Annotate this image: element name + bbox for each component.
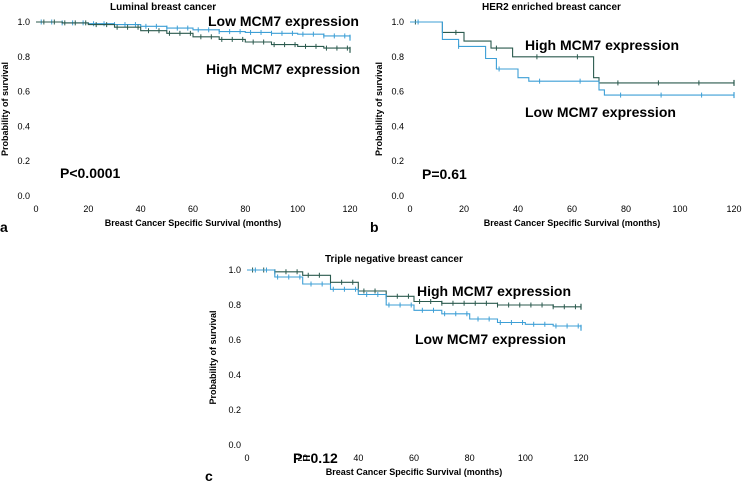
x-tick-label: 0: [407, 204, 412, 214]
y-tick-label: 0.0: [391, 191, 404, 201]
x-tick-label: 40: [136, 204, 146, 214]
series-line-high-mcm7-expression: [247, 269, 581, 308]
chart-title: Luminal breast cancer: [110, 2, 216, 13]
series-label: Low MCM7 expression: [415, 331, 566, 347]
y-tick-label: 0.8: [17, 52, 30, 62]
chart-panel-c: Triple negative breast cancer 0 20 40 60 80 10…: [205, 254, 589, 482]
y-axis-label: Probability of survival: [374, 62, 384, 156]
series-label: High MCM7 expression: [525, 37, 679, 53]
y-tick-label: 0.6: [391, 87, 404, 97]
y-axis-label: Probability of survival: [208, 310, 218, 404]
chart-title: Triple negative breast cancer: [325, 254, 463, 265]
x-tick-label: 0: [244, 453, 249, 463]
x-tick-label: 20: [298, 453, 308, 463]
x-tick-label: 0: [33, 204, 38, 214]
panel-letter: a: [0, 219, 8, 235]
x-tick-label: 20: [459, 204, 469, 214]
chart-title: HER2 enriched breast cancer: [482, 2, 621, 13]
y-tick-label: 1.0: [391, 17, 404, 27]
x-tick-label: 60: [188, 204, 198, 214]
y-tick-label: 0.8: [391, 52, 404, 62]
series-label: Low MCM7 expression: [525, 104, 676, 120]
series-label: High MCM7 expression: [417, 283, 571, 299]
x-tick-label: 120: [573, 453, 588, 463]
x-tick-label: 80: [240, 204, 250, 214]
series-label: Low MCM7 expression: [208, 13, 359, 29]
x-axis-label: Breast Cancer Specific Survival (months): [484, 218, 661, 228]
x-tick-label: 40: [513, 204, 523, 214]
panel-letter: c: [205, 468, 213, 482]
p-value: P=0.61: [422, 166, 467, 182]
y-tick-label: 1.0: [228, 265, 241, 275]
y-tick-label: 0.2: [391, 156, 404, 166]
x-tick-label: 120: [342, 204, 357, 214]
y-tick-label: 0.0: [228, 440, 241, 450]
p-value: P=0.12: [293, 450, 338, 466]
y-tick-label: 0.8: [228, 300, 241, 310]
y-tick-label: 0.0: [17, 191, 30, 201]
x-tick-label: 120: [726, 204, 741, 214]
y-tick-label: 0.6: [17, 87, 30, 97]
series-label: High MCM7 expression: [206, 61, 360, 77]
chart-panel-b: HER2 enriched breast cancer 0 20 40 60 80 100 1…: [370, 2, 742, 235]
x-tick-label: 20: [83, 204, 93, 214]
series-line-low-mcm7-expression: [247, 269, 582, 328]
y-tick-label: 0.4: [228, 370, 241, 380]
x-tick-label: 100: [672, 204, 687, 214]
x-tick-label: 80: [621, 204, 631, 214]
series-line-low-mcm7-expression: [410, 21, 734, 96]
x-tick-label: 60: [409, 453, 419, 463]
y-tick-label: 0.2: [228, 405, 241, 415]
x-tick-label: 100: [518, 453, 533, 463]
x-axis-label: Breast Cancer Specific Survival (months): [105, 218, 282, 228]
y-tick-label: 0.6: [228, 335, 241, 345]
y-tick-label: 0.4: [391, 121, 404, 131]
y-tick-label: 0.2: [17, 156, 30, 166]
y-tick-label: 1.0: [17, 17, 30, 27]
x-tick-label: 60: [567, 204, 577, 214]
chart-panel-a: Luminal breast cancer 0 20 40 60 80 100 120 0.0 0…: [0, 2, 360, 235]
x-tick-label: 100: [290, 204, 305, 214]
p-value: P<0.0001: [60, 165, 121, 181]
x-tick-label: 80: [465, 453, 475, 463]
x-tick-label: 40: [353, 453, 363, 463]
y-axis-label: Probability of survival: [0, 62, 10, 156]
x-axis-label: Breast Cancer Specific Survival (months): [326, 467, 503, 477]
y-tick-label: 0.4: [17, 121, 30, 131]
series-line-high-mcm7-expression: [36, 21, 351, 50]
panel-letter: b: [370, 219, 379, 235]
